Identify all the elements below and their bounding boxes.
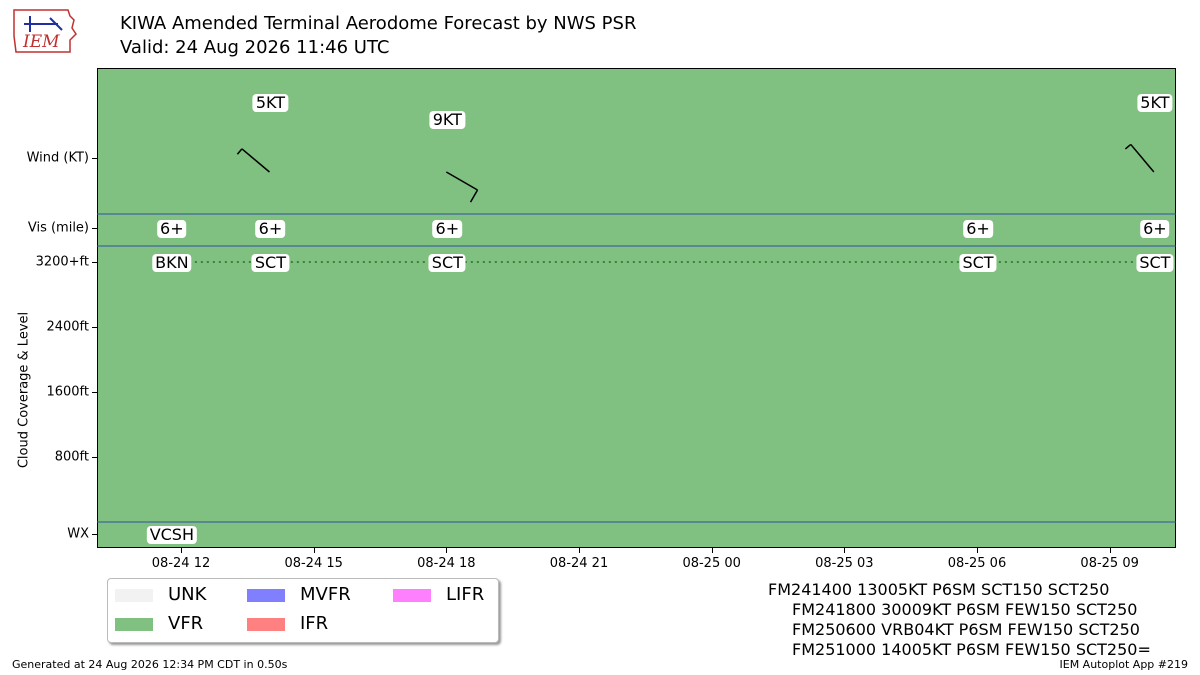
wind-label-1: 5KT xyxy=(252,94,289,112)
footer-generated: Generated at 24 Aug 2026 12:34 PM CDT in… xyxy=(12,658,288,671)
ytick-cloud-3: 800ft xyxy=(54,449,89,465)
xtick-7 xyxy=(1109,548,1111,553)
xtick-1 xyxy=(313,548,315,553)
legend-swatch-mvfr xyxy=(247,589,285,602)
vis-label-1: 6+ xyxy=(255,220,286,238)
xtick-label-1: 08-24 15 xyxy=(284,556,343,571)
ytick-wx-tick xyxy=(92,534,97,535)
vis-label-2: 6+ xyxy=(432,220,463,238)
footer-app: IEM Autoplot App #219 xyxy=(1059,658,1189,671)
plot-svg xyxy=(97,143,1176,523)
plot-area: 6+ BKN VCSH 5KT 6+ SCT 9KT 6+ SCT 6+ SCT 5KT 6+ SCT xyxy=(97,68,1176,548)
ytick-cloud-3-tick xyxy=(92,457,97,458)
cloud-label-0: BKN xyxy=(152,254,192,272)
vis-label-3: 6+ xyxy=(963,220,993,238)
legend-label-vfr: VFR xyxy=(168,613,204,634)
xtick-label-3: 08-24 21 xyxy=(549,556,609,571)
ytick-vis: Vis (mile) xyxy=(27,220,89,236)
legend-label-ifr: IFR xyxy=(300,613,329,634)
cloud-label-1: SCT xyxy=(251,254,290,272)
xtick-label-0: 08-24 12 xyxy=(151,556,211,571)
wind-label-2: 9KT xyxy=(429,111,465,129)
xtick-2 xyxy=(446,548,448,553)
legend-swatch-vfr xyxy=(115,618,153,631)
legend-label-unk: UNK xyxy=(168,584,207,605)
wx-label-0: VCSH xyxy=(146,526,197,544)
wind-label-4: 5KT xyxy=(1137,94,1173,112)
chart-title: KIWA Amended Terminal Aerodome Forecast … xyxy=(120,13,637,34)
vis-label-4: 6+ xyxy=(1140,220,1170,238)
ytick-cloud-2: 1600ft xyxy=(46,384,89,400)
wind-barb-shaft-2 xyxy=(445,171,478,191)
cloud-label-3: SCT xyxy=(959,254,997,272)
xtick-3 xyxy=(579,548,580,553)
xtick-5 xyxy=(844,548,846,553)
raw-taf-line-3: FM251000 14005KT P6SM FEW150 SCT250= xyxy=(792,640,1151,659)
wind-barb-shaft-1 xyxy=(241,148,270,173)
chart-subtitle: Valid: 24 Aug 2026 11:46 UTC xyxy=(120,37,390,58)
xtick-label-6: 08-25 06 xyxy=(947,556,1007,571)
ytick-cloud-0-tick xyxy=(92,262,97,263)
ytick-wind: Wind (KT) xyxy=(26,150,89,166)
ytick-wind-tick xyxy=(92,158,97,159)
legend-swatch-ifr xyxy=(247,618,285,631)
y-axis-label: Cloud Coverage & Level xyxy=(16,311,32,469)
wind-barb-flag-4 xyxy=(1124,143,1132,150)
raw-taf-line-0: FM241400 13005KT P6SM SCT150 SCT250 xyxy=(768,580,1110,599)
xtick-label-4: 08-25 00 xyxy=(682,556,741,571)
legend-swatch-lifr xyxy=(393,589,431,602)
ytick-vis-tick xyxy=(92,228,97,229)
ytick-cloud-1: 2400ft xyxy=(46,319,89,335)
logo-text: IEM xyxy=(22,32,60,52)
wind-barb-flag-2 xyxy=(469,189,479,203)
raw-taf-line-2: FM250600 VRB04KT P6SM FEW150 SCT250 xyxy=(792,620,1140,639)
xtick-0 xyxy=(181,548,183,553)
wind-barb-flag-1 xyxy=(236,148,243,155)
xtick-label-7: 08-25 09 xyxy=(1080,556,1139,571)
xtick-4 xyxy=(711,548,713,553)
legend-swatch-unk xyxy=(115,589,153,602)
xtick-label-2: 08-24 18 xyxy=(417,556,476,571)
vis-label-0: 6+ xyxy=(157,220,187,238)
wind-barb-shaft-4 xyxy=(1130,143,1155,173)
xtick-label-5: 08-25 03 xyxy=(815,556,874,571)
cloud-label-4: SCT xyxy=(1136,254,1174,272)
raw-taf-line-1: FM241800 30009KT P6SM FEW150 SCT250 xyxy=(792,600,1138,619)
legend-label-lifr: LIFR xyxy=(446,584,485,605)
legend: UNK VFR MVFR IFR LIFR xyxy=(107,578,499,643)
ytick-cloud-0: 3200+ft xyxy=(35,254,89,270)
ytick-cloud-1-tick xyxy=(92,327,97,328)
ytick-wx: WX xyxy=(67,526,89,542)
iem-logo: IEM xyxy=(13,9,77,53)
ytick-cloud-2-tick xyxy=(92,392,97,393)
legend-label-mvfr: MVFR xyxy=(300,584,351,605)
cloud-label-2: SCT xyxy=(428,254,466,272)
xtick-6 xyxy=(977,548,978,553)
